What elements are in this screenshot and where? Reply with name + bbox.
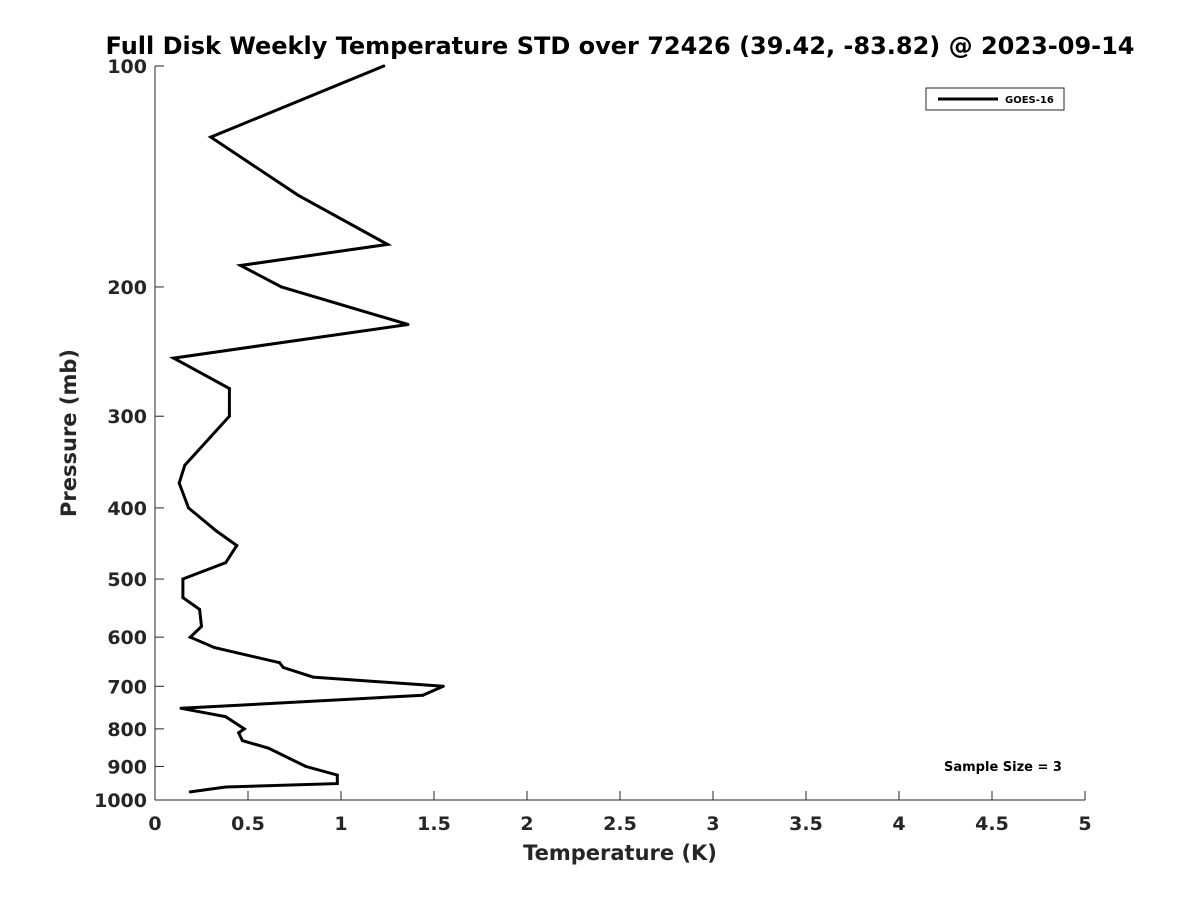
data-point xyxy=(441,684,445,688)
data-point xyxy=(239,264,243,267)
x-tick-label: 4 xyxy=(892,813,905,835)
x-tick-label: 1 xyxy=(334,813,347,835)
y-tick-label: 300 xyxy=(107,406,147,428)
data-point xyxy=(281,666,285,669)
data-point xyxy=(198,607,202,611)
data-point xyxy=(386,242,389,246)
data-point xyxy=(421,693,425,697)
data-point xyxy=(240,739,244,743)
series-line-goes-16 xyxy=(168,64,444,794)
data-point xyxy=(311,675,315,679)
data-point xyxy=(224,561,228,565)
y-tick-label: 700 xyxy=(107,676,147,698)
x-tick-label: 3 xyxy=(706,813,719,835)
legend-label: GOES-16 xyxy=(1005,95,1054,106)
data-point xyxy=(278,661,282,665)
data-point xyxy=(214,529,218,533)
data-point xyxy=(188,790,192,794)
x-tick-label: 0.5 xyxy=(231,813,265,835)
data-point xyxy=(296,193,300,197)
y-tick-label: 200 xyxy=(107,277,147,299)
x-tick-label: 1.5 xyxy=(417,813,451,835)
sample-size-annotation: Sample Size = 3 xyxy=(944,760,1062,775)
y-tick-label: 100 xyxy=(107,56,147,78)
data-point xyxy=(209,135,213,139)
data-point xyxy=(179,706,183,710)
y-tick-label: 800 xyxy=(107,719,147,741)
x-tick-label: 2 xyxy=(520,813,533,835)
x-tick-label: 4.5 xyxy=(975,813,1009,835)
y-tick-label: 500 xyxy=(107,569,147,591)
data-point xyxy=(227,387,231,390)
plot-area: 0 0.5 1 1.5 2 2.5 3 3.5 4 4.5 5 100 200 300 400 500 600… xyxy=(94,56,1092,835)
data-point xyxy=(181,596,185,600)
y-ticks: 100 200 300 400 500 600 700 800 900 1000 xyxy=(94,56,164,812)
data-point xyxy=(335,782,339,786)
legend: GOES-16 xyxy=(925,87,1065,111)
data-point xyxy=(187,506,190,510)
data-point xyxy=(177,481,181,485)
series-layer xyxy=(168,64,445,794)
data-point xyxy=(382,64,386,68)
data-point xyxy=(280,285,283,289)
data-point xyxy=(237,731,241,735)
x-tick-label: 2.5 xyxy=(603,813,637,835)
data-point xyxy=(335,773,339,777)
chart-title: Full Disk Weekly Temperature STD over 72… xyxy=(106,32,1135,60)
data-point xyxy=(213,646,216,650)
y-tick-label: 1000 xyxy=(94,790,147,812)
y-tick-label: 600 xyxy=(107,627,147,649)
x-tick-label: 5 xyxy=(1078,813,1091,835)
data-point xyxy=(172,356,176,360)
data-point xyxy=(181,577,185,581)
data-point xyxy=(200,624,203,628)
data-point xyxy=(227,414,231,418)
data-point xyxy=(242,727,246,731)
data-point xyxy=(304,764,308,768)
data-point xyxy=(235,544,239,547)
y-axis-label: Pressure (mb) xyxy=(57,349,81,517)
data-point xyxy=(406,323,410,326)
y-tick-label: 900 xyxy=(107,756,147,778)
data-point xyxy=(267,746,270,750)
data-point xyxy=(183,463,187,467)
x-tick-label: 3.5 xyxy=(789,813,823,835)
data-point xyxy=(188,635,192,639)
data-point xyxy=(224,785,228,789)
y-tick-label: 400 xyxy=(107,498,147,520)
x-tick-label: 0 xyxy=(148,813,161,835)
x-ticks: 0 0.5 1 1.5 2 2.5 3 3.5 4 4.5 5 xyxy=(148,791,1092,835)
x-axis-label: Temperature (K) xyxy=(523,841,717,865)
data-point xyxy=(224,715,228,719)
